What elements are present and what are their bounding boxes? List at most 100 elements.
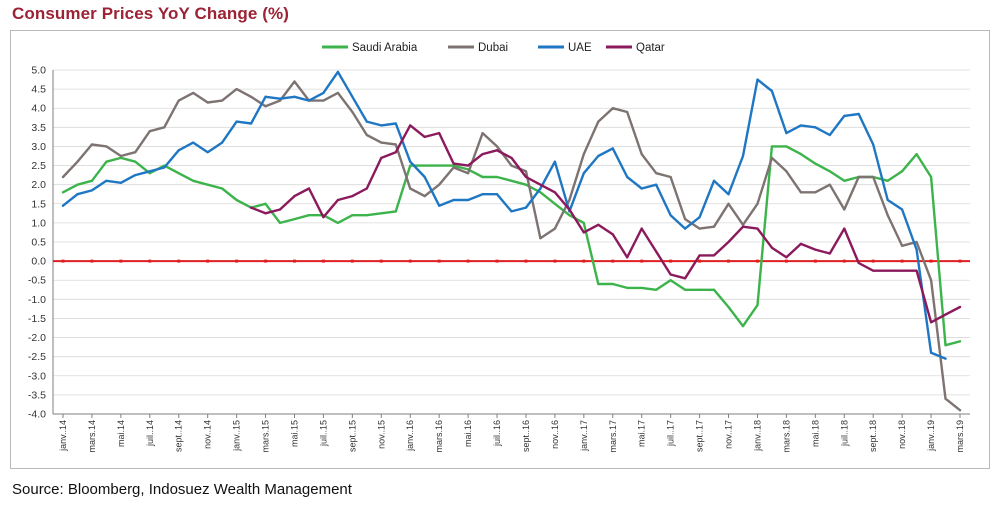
data-point-qatar — [698, 254, 701, 257]
data-point-qatar — [307, 187, 311, 190]
data-point-saudi-arabia — [380, 212, 383, 215]
data-point-dubai — [915, 240, 918, 244]
data-point-dubai — [712, 225, 716, 228]
data-point-dubai — [785, 170, 788, 173]
data-point-dubai — [958, 409, 962, 412]
legend-label-qatar: Qatar — [636, 42, 665, 54]
data-point-uae — [380, 124, 383, 127]
zero-line-marker — [61, 259, 65, 263]
data-point-uae — [597, 154, 600, 158]
zero-line-marker — [119, 259, 123, 263]
data-point-dubai — [163, 126, 166, 129]
y-tick-label: 3.0 — [31, 141, 46, 153]
data-point-qatar — [423, 135, 426, 138]
data-point-dubai — [611, 107, 614, 110]
x-tick-label: sept..16 — [521, 420, 531, 452]
data-point-uae — [322, 91, 325, 95]
zero-line-marker — [177, 259, 181, 263]
data-point-uae — [655, 183, 658, 186]
data-point-dubai — [640, 152, 643, 156]
data-point-dubai — [177, 99, 180, 102]
data-point-uae — [901, 208, 904, 211]
data-point-uae — [626, 175, 629, 179]
data-point-saudi-arabia — [611, 282, 614, 286]
zero-line-marker — [292, 259, 296, 263]
x-tick-label: sept..18 — [868, 420, 878, 452]
data-point-qatar — [322, 216, 325, 219]
data-point-dubai — [756, 202, 759, 205]
data-point-saudi-arabia — [61, 191, 65, 194]
y-tick-label: 4.5 — [31, 84, 46, 96]
zero-line-marker — [813, 259, 817, 263]
data-point-dubai — [510, 164, 513, 167]
data-point-uae — [394, 122, 397, 125]
data-point-qatar — [929, 321, 933, 324]
data-point-saudi-arabia — [409, 164, 412, 167]
data-point-uae — [105, 179, 108, 182]
data-point-qatar — [510, 156, 513, 160]
zero-line-marker — [235, 259, 239, 263]
gridlines — [53, 69, 970, 415]
x-tick-label: mars.18 — [781, 420, 791, 453]
data-point-qatar — [351, 195, 354, 198]
data-point-saudi-arabia — [264, 202, 267, 205]
zero-line-marker — [958, 259, 962, 263]
y-tick-label: -2.0 — [28, 332, 46, 344]
x-tick-label: janv..16 — [405, 420, 415, 452]
data-point-uae — [192, 141, 195, 144]
y-tick-label: 2.5 — [31, 160, 46, 172]
data-point-dubai — [944, 397, 947, 400]
data-point-uae — [640, 187, 643, 190]
zero-line-marker — [148, 259, 152, 263]
data-point-dubai — [466, 172, 470, 175]
x-tick-label: janv..19 — [926, 420, 936, 452]
data-point-uae — [452, 198, 455, 202]
data-point-dubai — [206, 101, 209, 104]
data-point-qatar — [597, 223, 600, 226]
data-point-dubai — [278, 99, 282, 102]
x-tick-label: mars.19 — [955, 420, 965, 453]
x-tick-label: juil..18 — [839, 420, 849, 447]
data-point-dubai — [929, 279, 933, 282]
data-point-uae — [423, 175, 426, 179]
data-point-qatar — [915, 269, 918, 272]
data-point-qatar — [553, 191, 557, 194]
data-point-uae — [785, 131, 788, 135]
data-point-dubai — [394, 143, 397, 146]
data-point-saudi-arabia — [221, 187, 224, 190]
data-point-saudi-arabia — [278, 221, 282, 224]
x-tick-label: janv..14 — [58, 420, 68, 452]
x-tick-label: sept..17 — [695, 420, 705, 452]
x-axis: janv..14 mars.14 mai.14 juil..14 sept..14 nov… — [53, 413, 970, 453]
data-point-uae — [481, 193, 484, 196]
chart-title: Consumer Prices YoY Change (%) — [12, 4, 289, 23]
data-point-qatar — [944, 313, 947, 316]
data-point-saudi-arabia — [235, 198, 238, 202]
data-point-saudi-arabia — [669, 279, 672, 282]
data-point-uae — [365, 120, 368, 123]
data-point-dubai — [235, 88, 238, 91]
data-point-qatar — [669, 273, 672, 276]
data-point-dubai — [684, 217, 687, 221]
data-point-dubai — [322, 99, 325, 102]
data-point-uae — [235, 120, 238, 123]
data-point-qatar — [843, 227, 846, 230]
data-point-dubai — [119, 154, 122, 158]
data-point-dubai — [741, 223, 745, 226]
zero-line-marker — [495, 259, 499, 263]
data-point-uae — [76, 193, 79, 196]
data-point-dubai — [134, 151, 137, 154]
x-tick-label: juil..16 — [492, 420, 502, 447]
zero-line-marker — [900, 259, 904, 263]
x-tick-label: juil..15 — [318, 420, 328, 447]
data-point-qatar — [785, 256, 788, 259]
x-tick-label: mai.17 — [637, 420, 647, 447]
data-point-saudi-arabia — [684, 288, 687, 291]
data-point-dubai — [597, 120, 600, 123]
data-point-qatar — [466, 164, 470, 167]
data-point-qatar — [799, 242, 802, 246]
zero-line-marker — [408, 259, 412, 263]
data-point-qatar — [568, 208, 571, 211]
data-point-uae — [206, 151, 209, 154]
